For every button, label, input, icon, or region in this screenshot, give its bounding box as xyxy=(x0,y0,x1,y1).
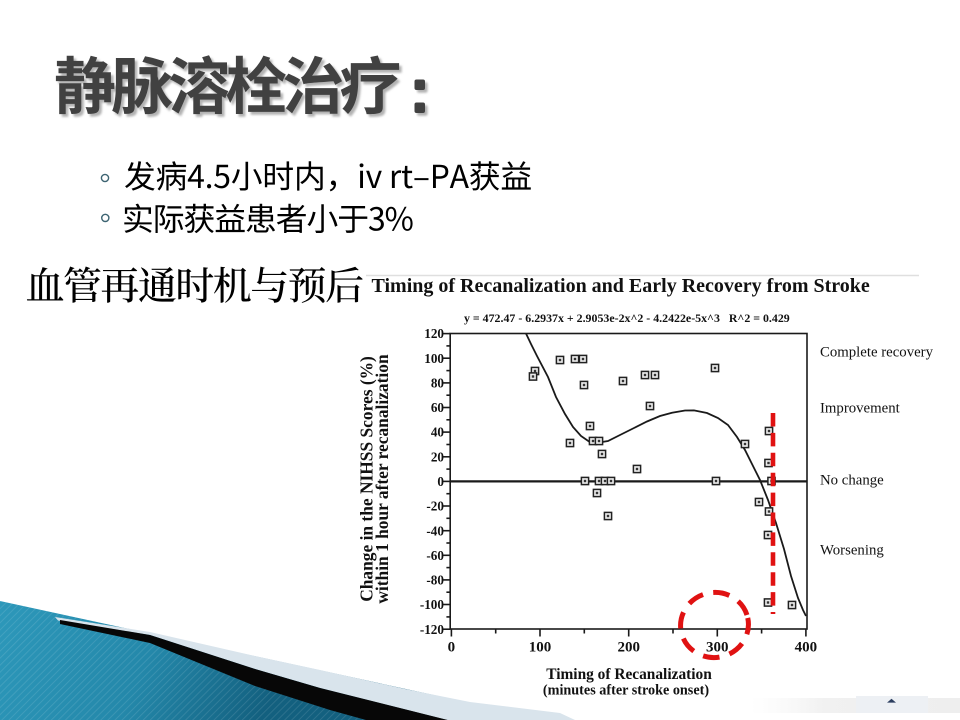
svg-text:-40: -40 xyxy=(426,523,444,538)
svg-text:within 1 hour after recanaliza: within 1 hour after recanalization xyxy=(372,354,392,604)
svg-text:120: 120 xyxy=(424,326,444,341)
svg-text:200: 200 xyxy=(617,640,640,656)
svg-text:Timing of Recanalization and E: Timing of Recanalization and Early Recov… xyxy=(372,275,870,297)
svg-text:100: 100 xyxy=(424,351,444,366)
svg-text:400: 400 xyxy=(795,640,818,656)
svg-text:-60: -60 xyxy=(426,548,444,563)
svg-text:0: 0 xyxy=(448,640,456,656)
svg-text:(minutes after stroke onset): (minutes after stroke onset) xyxy=(543,683,709,699)
svg-text:-80: -80 xyxy=(426,573,444,588)
svg-text:300: 300 xyxy=(706,640,729,656)
svg-text:40: 40 xyxy=(431,425,445,440)
svg-text:Change in the NIHSS Scores (%): Change in the NIHSS Scores (%) xyxy=(357,356,377,602)
svg-text:20: 20 xyxy=(431,449,445,464)
svg-text:y = 472.47 - 6.2937x + 2.9053e: y = 472.47 - 6.2937x + 2.9053e-2x^2 - 4.… xyxy=(464,311,790,325)
svg-text:-20: -20 xyxy=(426,499,444,514)
svg-text:No change: No change xyxy=(820,473,884,489)
svg-text:100: 100 xyxy=(529,640,552,656)
svg-text:80: 80 xyxy=(431,376,445,391)
svg-text:-100: -100 xyxy=(420,597,445,612)
svg-text:-120: -120 xyxy=(420,622,445,637)
svg-text:0: 0 xyxy=(437,474,444,489)
svg-text:Worsening: Worsening xyxy=(820,543,884,559)
svg-text:60: 60 xyxy=(431,400,445,415)
svg-text:Complete recovery: Complete recovery xyxy=(820,345,934,361)
svg-text:Timing of Recanalization: Timing of Recanalization xyxy=(546,666,712,683)
svg-text:Improvement: Improvement xyxy=(820,401,901,417)
